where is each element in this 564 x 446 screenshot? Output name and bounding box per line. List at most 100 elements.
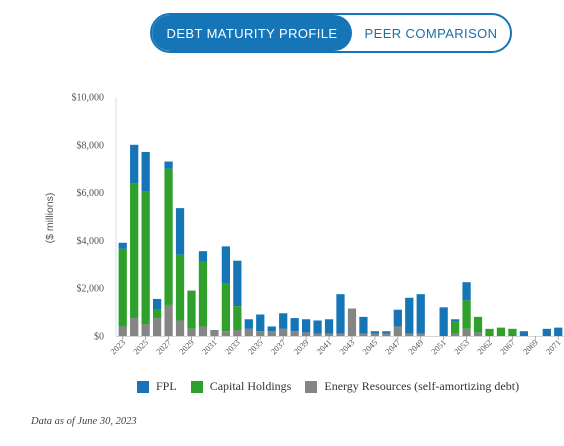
bar-segment-capital-2052[interactable] — [450, 321, 460, 334]
bar-segment-energy-2053[interactable] — [462, 328, 471, 336]
bar-segment-capital-2067[interactable] — [508, 328, 517, 336]
x-tick-label: 2043 — [337, 337, 356, 356]
bar-segment-energy-2048[interactable] — [405, 333, 414, 336]
bar-segment-energy-2023[interactable] — [118, 326, 127, 336]
bar-segment-energy-2025[interactable] — [141, 324, 150, 336]
bar-segment-capital-2025[interactable] — [141, 191, 150, 325]
x-tick-label: 2023 — [108, 337, 127, 356]
bar-segment-energy-2047[interactable] — [393, 326, 402, 336]
y-tick-label: $6,000 — [77, 188, 105, 199]
bar-segment-capital-2065[interactable] — [496, 327, 506, 336]
x-tick-label: 2033 — [223, 337, 242, 356]
bar-segment-capital-2030[interactable] — [198, 261, 208, 327]
bar-segment-energy-2030[interactable] — [198, 326, 208, 336]
bar-segment-energy-2028[interactable] — [175, 320, 185, 336]
bar-segment-fpl-2070[interactable] — [542, 328, 551, 336]
x-tick-label: 2025 — [131, 337, 150, 356]
bar-segment-energy-2039[interactable] — [301, 332, 311, 336]
legend-label-capital-holdings: Capital Holdings — [209, 379, 292, 393]
bar-segment-fpl-2024[interactable] — [130, 144, 139, 184]
y-tick-label: $10,000 — [72, 93, 105, 104]
bar-segment-energy-2031[interactable] — [210, 330, 219, 336]
bar-segment-energy-2052[interactable] — [450, 333, 460, 336]
bar-segment-capital-2026[interactable] — [152, 309, 162, 319]
bar-segment-energy-2035[interactable] — [256, 331, 265, 336]
bar-segment-fpl-2037[interactable] — [279, 313, 288, 329]
bar-segment-fpl-2052[interactable] — [450, 319, 460, 322]
bar-segment-energy-2033[interactable] — [233, 330, 242, 336]
bar-segment-fpl-2033[interactable] — [233, 260, 242, 307]
bar-segment-energy-2049[interactable] — [416, 333, 425, 336]
bar-segment-energy-2041[interactable] — [324, 333, 334, 336]
bar-segment-fpl-2038[interactable] — [290, 318, 299, 332]
bar-segment-capital-2028[interactable] — [175, 254, 185, 321]
bar-segment-energy-2042[interactable] — [336, 333, 345, 336]
x-tick-label: 2037 — [269, 337, 288, 356]
bar-segment-energy-2027[interactable] — [164, 304, 173, 336]
bar-segment-fpl-2036[interactable] — [267, 326, 276, 332]
bar-segment-energy-2029[interactable] — [187, 328, 196, 336]
y-tick-label: $0 — [94, 332, 104, 343]
bar-segment-fpl-2045[interactable] — [370, 331, 380, 334]
bar-segment-capital-2033[interactable] — [233, 306, 242, 331]
legend-label-fpl: FPL — [156, 379, 177, 393]
y-tick-label: $8,000 — [77, 140, 105, 151]
bar-segment-fpl-2040[interactable] — [313, 320, 322, 334]
x-tick-label: 2047 — [383, 337, 402, 356]
legend-swatch-capital-holdings — [190, 380, 203, 393]
bar-segment-fpl-2047[interactable] — [393, 309, 402, 327]
bar-segment-fpl-2030[interactable] — [198, 251, 208, 262]
bar-segment-energy-2044[interactable] — [359, 333, 368, 336]
bar-segment-energy-2054[interactable] — [473, 332, 483, 336]
bar-segment-capital-2032[interactable] — [221, 283, 231, 332]
x-tick-label: 2069 — [521, 337, 540, 356]
bar-segment-energy-2037[interactable] — [279, 328, 288, 336]
bar-segment-fpl-2041[interactable] — [324, 319, 334, 334]
x-tick-label: 2067 — [498, 337, 517, 356]
bar-segment-fpl-2034[interactable] — [244, 319, 253, 329]
bar-segment-energy-2032[interactable] — [221, 331, 231, 336]
bar-segment-fpl-2068[interactable] — [519, 331, 529, 336]
bar-segment-fpl-2046[interactable] — [382, 331, 391, 334]
bar-segment-energy-2026[interactable] — [152, 318, 162, 336]
bar-segment-fpl-2048[interactable] — [405, 297, 414, 334]
bar-segment-fpl-2027[interactable] — [164, 161, 173, 169]
bar-segment-capital-2053[interactable] — [462, 300, 471, 329]
bar-segment-capital-2062[interactable] — [485, 328, 494, 336]
bar-segment-fpl-2051[interactable] — [439, 307, 448, 336]
bar-segment-fpl-2026[interactable] — [152, 298, 162, 310]
bar-segment-fpl-2071[interactable] — [554, 327, 563, 336]
bar-segment-fpl-2032[interactable] — [221, 246, 231, 284]
bar-segment-energy-2024[interactable] — [130, 318, 139, 336]
bar-segment-energy-2046[interactable] — [382, 333, 391, 336]
x-tick-label: 2035 — [246, 337, 265, 356]
bar-segment-capital-2023[interactable] — [118, 248, 127, 327]
bar-segment-fpl-2049[interactable] — [416, 294, 425, 334]
bar-segment-fpl-2035[interactable] — [256, 314, 265, 332]
bar-segment-energy-2038[interactable] — [290, 331, 299, 336]
bar-segment-fpl-2023[interactable] — [118, 242, 127, 249]
bar-segment-fpl-2025[interactable] — [141, 151, 150, 192]
tab-debt-maturity-profile[interactable]: DEBT MATURITY PROFILE — [152, 15, 352, 51]
bar-segment-capital-2029[interactable] — [187, 290, 196, 329]
y-tick-label: $2,000 — [77, 284, 105, 295]
x-tick-label: 2041 — [314, 337, 333, 356]
bar-segment-fpl-2053[interactable] — [462, 282, 471, 301]
bar-segment-energy-2040[interactable] — [313, 333, 322, 336]
bar-segment-fpl-2042[interactable] — [336, 294, 345, 334]
bar-segment-capital-2024[interactable] — [130, 183, 139, 319]
bar-segment-fpl-2044[interactable] — [359, 316, 368, 334]
view-toggle: DEBT MATURITY PROFILE PEER COMPARISON — [150, 13, 512, 53]
bar-segment-capital-2027[interactable] — [164, 168, 173, 305]
bar-segment-capital-2054[interactable] — [473, 316, 483, 333]
bar-segment-energy-2045[interactable] — [370, 333, 380, 336]
x-tick-label: 2071 — [544, 337, 563, 356]
tab-peer-comparison[interactable]: PEER COMPARISON — [364, 25, 498, 41]
y-axis: $0 $2,000 $4,000 $6,000 $8,000 $10,000 — [72, 93, 117, 343]
bar-segment-energy-2036[interactable] — [267, 331, 276, 336]
bar-segment-energy-2043[interactable] — [347, 308, 357, 336]
bar-segment-energy-2034[interactable] — [244, 328, 253, 336]
bar-segment-fpl-2028[interactable] — [175, 208, 185, 255]
bar-segment-fpl-2039[interactable] — [301, 319, 311, 333]
